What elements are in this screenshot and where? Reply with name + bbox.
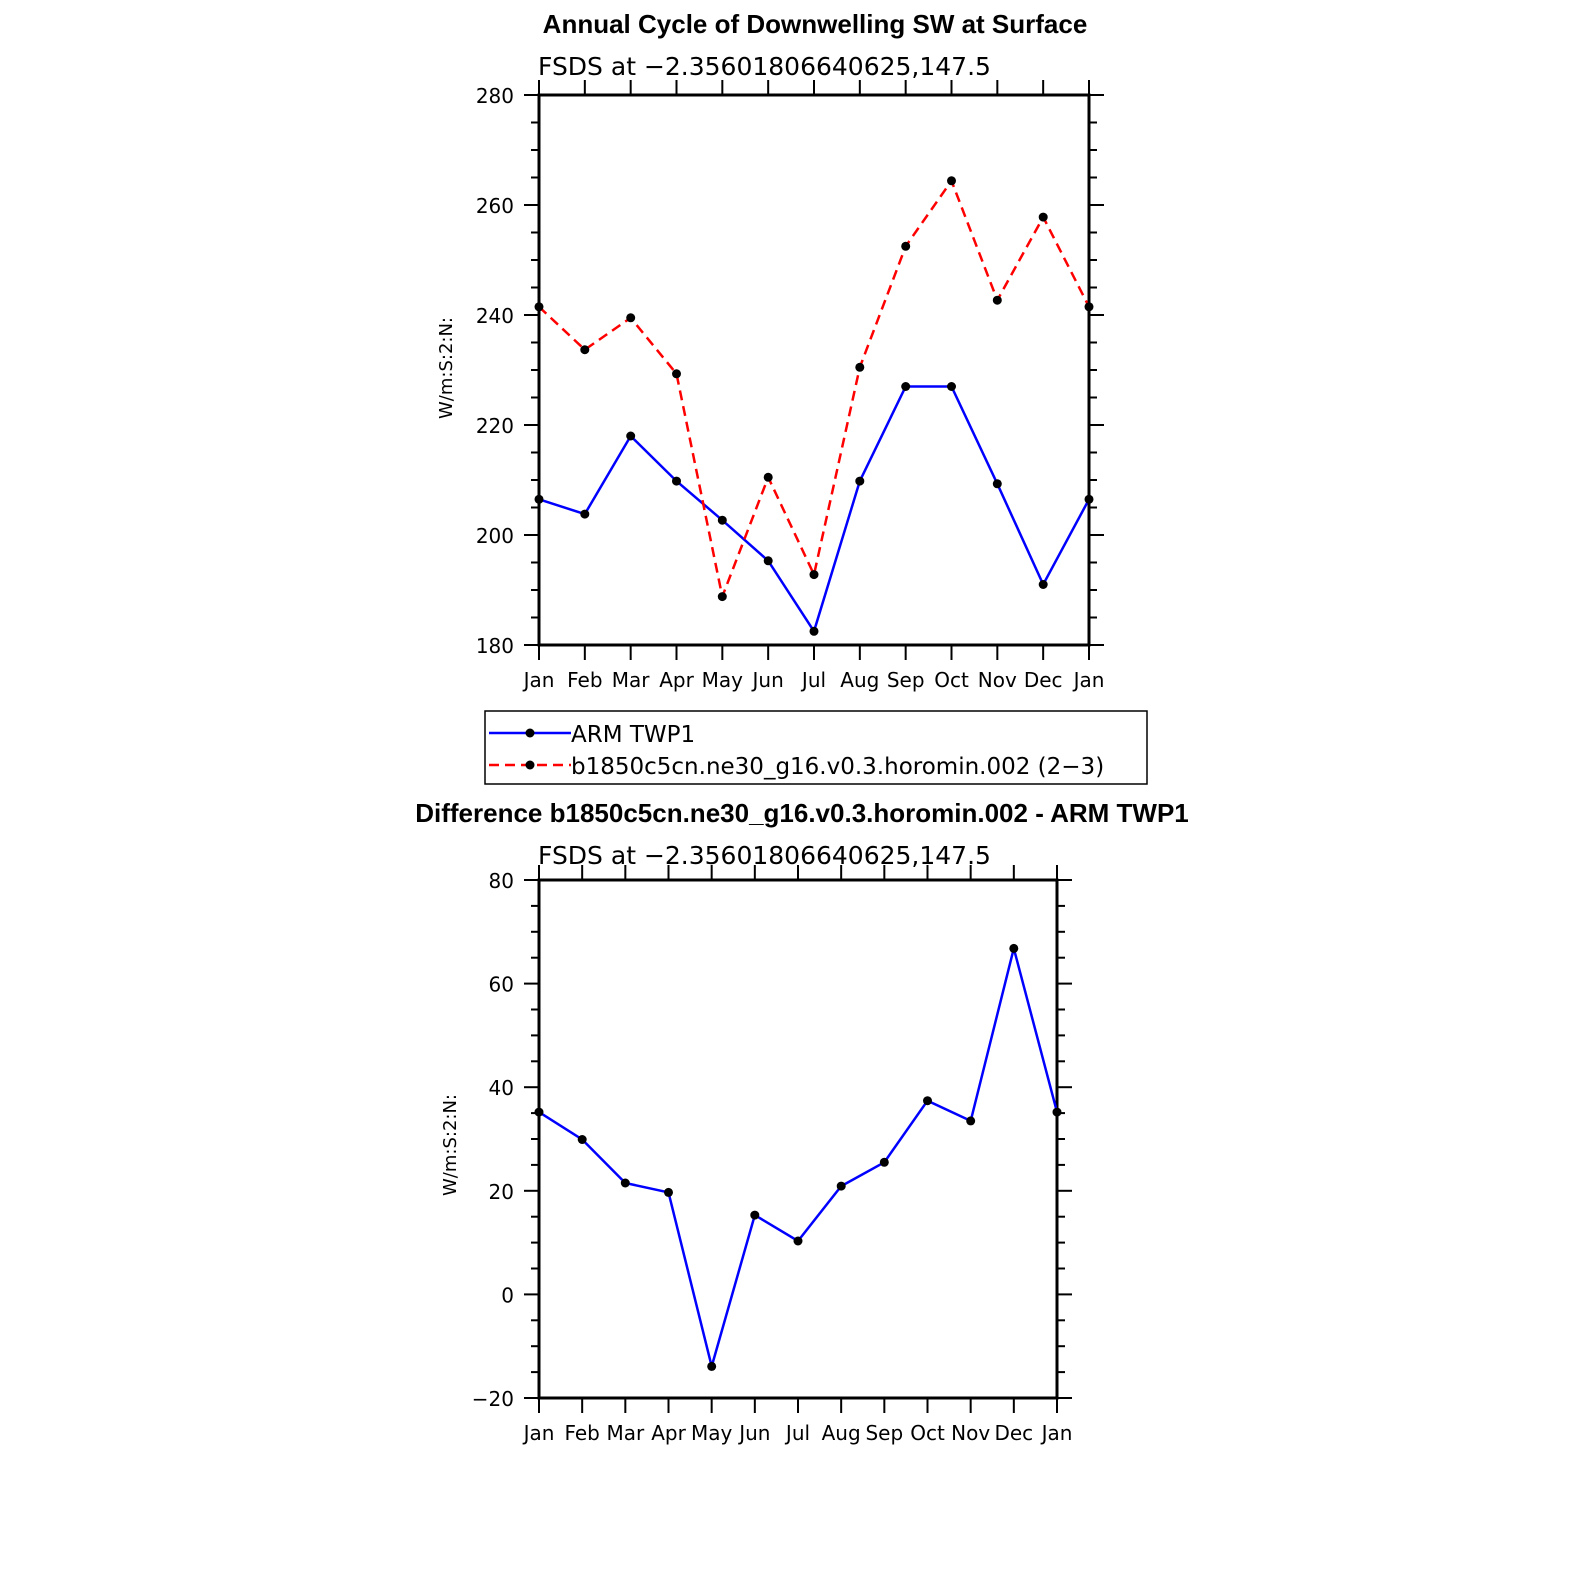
top-ytick-label: 280 <box>476 84 514 108</box>
bottom-xtick-label: Jan <box>522 1421 555 1445</box>
top-chart-subtitle: FSDS at −2.35601806640625,147.5 <box>538 52 991 81</box>
top-series-0-point <box>580 509 590 519</box>
bottom-ytick-label: 0 <box>501 1283 514 1307</box>
bottom-xtick-label: Jan <box>1040 1421 1073 1445</box>
bottom-xtick-label: Apr <box>651 1421 686 1445</box>
top-series-1-point <box>992 295 1002 305</box>
bottom-xtick-label: Feb <box>564 1421 599 1445</box>
legend-box <box>484 710 1148 785</box>
bottom-series-0-point <box>793 1236 803 1246</box>
top-xtick-label: May <box>702 668 744 692</box>
legend-marker-arm <box>525 728 535 738</box>
top-series-0-point <box>901 382 911 391</box>
bottom-chart-plot: −20 0 20 40 60 80 Jan Feb Mar Apr May Jun Jul Aug Sep O… <box>472 865 1073 1445</box>
top-series-1-point <box>580 345 590 355</box>
bottom-ytick-label: 80 <box>489 869 514 893</box>
bottom-series-0-point <box>1052 1107 1062 1117</box>
bottom-series-0-point <box>534 1107 544 1117</box>
bottom-series-0-point <box>750 1210 760 1220</box>
top-series-1-point <box>717 592 727 602</box>
top-xtick-label: Jan <box>1072 668 1105 692</box>
top-series-0-point <box>626 431 636 441</box>
top-ytick-label: 240 <box>476 304 514 328</box>
bottom-xtick-label: May <box>691 1421 733 1445</box>
legend-marker-model <box>525 760 535 770</box>
bottom-xtick-label: Dec <box>994 1421 1033 1445</box>
bottom-xtick-label: Sep <box>865 1421 903 1445</box>
top-series-0-point <box>717 515 727 525</box>
bottom-ytick-label: 60 <box>489 973 514 997</box>
bottom-chart-subtitle: FSDS at −2.35601806640625,147.5 <box>538 841 991 870</box>
top-xtick-label: Oct <box>934 668 969 692</box>
top-series-0-point <box>947 382 956 391</box>
top-series-line-1 <box>538 178 1091 602</box>
top-series-1-point <box>1084 302 1094 312</box>
top-ytick-label: 260 <box>476 194 514 218</box>
top-xtick-label: Apr <box>659 668 694 692</box>
bottom-series-0-point <box>1009 943 1019 953</box>
top-chart-plot: 180 200 220 240 260 280 Jan Feb Mar Apr May Jun Jul A… <box>476 80 1105 692</box>
top-series-1-point <box>855 362 865 372</box>
top-series-1-point <box>626 313 636 323</box>
top-xtick-label: Mar <box>612 668 651 692</box>
top-xtick-label: Jul <box>800 668 826 692</box>
top-series-line-0 <box>538 385 1091 635</box>
legend: ARM TWP1 b1850c5cn.ne30_g16.v0.3.horomin… <box>484 710 1148 785</box>
bottom-xtick-label: Nov <box>951 1421 990 1445</box>
bottom-series-0-point <box>836 1181 846 1191</box>
top-series-0-point <box>672 476 681 486</box>
bottom-series-0-point <box>966 1116 976 1126</box>
top-ytick-label: 200 <box>476 524 514 548</box>
bottom-ytick-label: 40 <box>489 1076 514 1100</box>
top-xtick-label: Dec <box>1024 668 1063 692</box>
bottom-xtick-label: Jun <box>737 1421 770 1445</box>
top-ytick-label: 180 <box>476 634 514 658</box>
bottom-xtick-label: Jul <box>784 1421 810 1445</box>
top-series-0-point <box>809 626 819 636</box>
top-series-0-point <box>855 476 865 486</box>
top-ytick-label: 220 <box>476 414 514 438</box>
top-plot-frame <box>537 93 1091 647</box>
top-series-1-point <box>1038 212 1048 222</box>
top-series-0-point <box>763 556 773 566</box>
top-series-1-point <box>672 369 681 379</box>
top-chart-title: Annual Cycle of Downwelling SW at Surfac… <box>543 9 1088 39</box>
bottom-plot-frame <box>537 878 1059 1400</box>
top-series-0-point <box>534 494 544 504</box>
top-series-1-point <box>809 570 819 580</box>
bottom-xtick-label: Aug <box>822 1421 861 1445</box>
top-chart-ylabel: W/m:S:2:N: <box>436 317 457 419</box>
legend-label-arm: ARM TWP1 <box>571 722 695 748</box>
top-xtick-label: Jan <box>522 668 555 692</box>
bottom-series-0-point <box>923 1096 932 1106</box>
top-xtick-label: Feb <box>567 668 602 692</box>
top-series-1-point <box>763 472 773 482</box>
bottom-series-0-point <box>879 1157 889 1167</box>
top-xtick-label: Sep <box>887 668 925 692</box>
bottom-xtick-label: Mar <box>606 1421 645 1445</box>
top-series-0-point <box>1038 580 1048 589</box>
top-series-0-point <box>992 479 1002 489</box>
bottom-series-0-point <box>707 1361 717 1371</box>
bottom-xtick-label: Oct <box>910 1421 945 1445</box>
bottom-series-0-point <box>620 1178 630 1188</box>
bottom-chart-ylabel: W/m:S:2:N: <box>440 1094 461 1196</box>
bottom-series-0-point <box>664 1187 673 1197</box>
bottom-chart-title: Difference b1850c5cn.ne30_g16.v0.3.horom… <box>415 798 1189 828</box>
bottom-ytick-label: −20 <box>472 1387 514 1411</box>
top-series-0-point <box>1084 494 1094 504</box>
bottom-series-0-point <box>577 1135 587 1144</box>
top-series-1-point <box>901 241 911 251</box>
top-series-1-point <box>947 176 956 186</box>
bottom-series-line-0 <box>538 948 1059 1372</box>
top-series-1-point <box>534 302 544 312</box>
top-xtick-label: Nov <box>978 668 1017 692</box>
top-xtick-label: Aug <box>840 668 879 692</box>
top-xtick-label: Jun <box>751 668 784 692</box>
bottom-ytick-label: 20 <box>489 1180 514 1204</box>
legend-label-model: b1850c5cn.ne30_g16.v0.3.horomin.002 (2−3… <box>571 754 1104 780</box>
